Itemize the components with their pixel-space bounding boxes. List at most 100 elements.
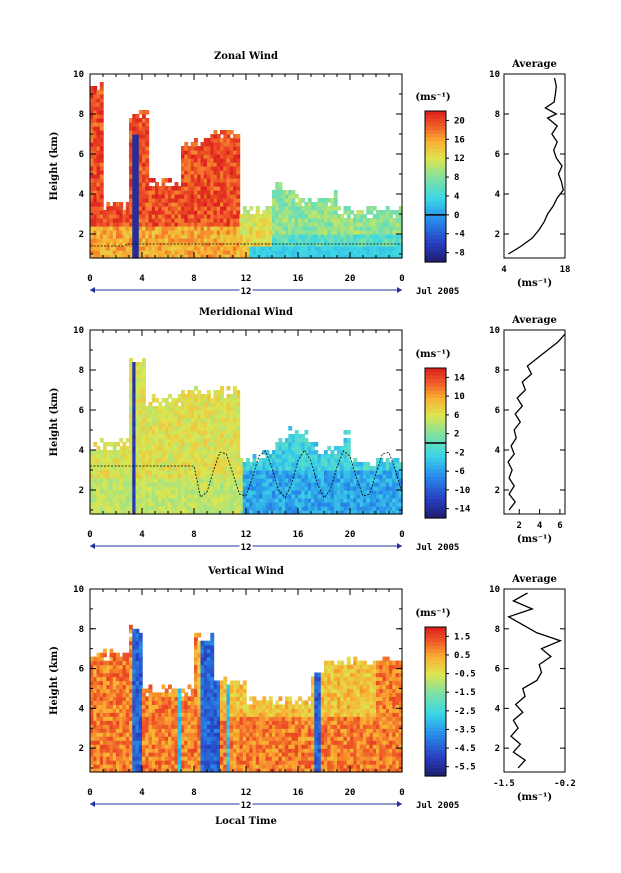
heatmap-cell [151, 446, 156, 451]
heatmap-cell [187, 226, 192, 231]
heatmap-cell [177, 426, 182, 431]
heatmap-cell [106, 720, 111, 725]
heatmap-cell [294, 206, 299, 211]
heatmap-cell [116, 470, 120, 475]
heatmap-cell [148, 478, 153, 483]
heatmap-cell [103, 684, 107, 690]
heatmap-cell [181, 422, 185, 427]
heatmap-cell [135, 370, 140, 375]
heatmap-cell [138, 434, 143, 439]
heatmap-cell [291, 502, 296, 507]
heatmap-cell [255, 478, 260, 483]
heatmap-cell [96, 748, 101, 753]
heatmap-cell [223, 458, 228, 463]
heatmap-cell [129, 510, 133, 515]
heatmap-cell [142, 154, 146, 159]
heatmap-cell [109, 696, 114, 701]
heatmap-cell [301, 486, 306, 491]
heatmap-cell [119, 656, 124, 662]
heatmap-cell [148, 222, 153, 227]
heatmap-cell [216, 474, 221, 479]
heatmap-cell [265, 458, 270, 463]
heatmap-cell [210, 426, 215, 431]
heatmap-cell [372, 230, 377, 235]
heatmap-cell [135, 716, 140, 721]
heatmap-cell [229, 130, 234, 135]
heatmap-cell [281, 190, 286, 195]
heatmap-cell [103, 502, 107, 507]
heatmap-cell [93, 182, 98, 187]
heatmap-cell [96, 230, 101, 235]
heatmap-cell [210, 234, 215, 239]
heatmap-cell [333, 490, 338, 495]
heatmap-cell [151, 190, 156, 195]
heatmap-cell [112, 672, 117, 678]
heatmap-cell [194, 502, 198, 507]
heatmap-cell [93, 178, 98, 183]
heatmap-cell [138, 398, 143, 403]
heatmap-cell [181, 218, 185, 223]
heatmap-cell [337, 218, 341, 223]
heatmap-cell [96, 102, 101, 107]
colorbar-segment [425, 167, 446, 172]
heatmap-cell [197, 462, 202, 467]
heatmap-cell [337, 482, 341, 487]
heatmap-cell [216, 402, 221, 407]
heatmap-cell [190, 458, 195, 463]
heatmap-cell [109, 680, 114, 686]
heatmap-cell [155, 502, 159, 507]
heatmap-cell [129, 700, 133, 705]
heatmap-cell [389, 210, 393, 215]
colorbar-segment [425, 401, 446, 407]
average-y-tick-label: 10 [489, 70, 500, 80]
heatmap-cell [190, 246, 195, 251]
heatmap-cell [210, 486, 215, 491]
colorbar-segment [425, 254, 446, 259]
heatmap-cell [197, 190, 202, 195]
heatmap-cell [197, 454, 202, 459]
heatmap-cell [184, 194, 189, 199]
heatmap-cell [90, 178, 94, 183]
heatmap-cell [129, 394, 133, 399]
heatmap-cell [236, 506, 241, 511]
heatmap-cell [317, 498, 322, 503]
heatmap-cell [177, 418, 182, 423]
heatmap-cell [213, 242, 218, 247]
heatmap-cell [262, 238, 267, 243]
heatmap-cell [138, 486, 143, 491]
heatmap-cell [142, 708, 146, 713]
heatmap-cell [236, 250, 241, 255]
heatmap-cell [99, 668, 104, 674]
heatmap-cell [116, 210, 120, 215]
x-tick-label: 16 [293, 530, 304, 540]
heatmap-cell [129, 720, 133, 725]
heatmap-cell [90, 494, 94, 499]
heatmap-cell [249, 246, 254, 251]
heatmap-cell [255, 214, 260, 219]
heatmap-cell [239, 482, 244, 487]
heatmap-cell [268, 210, 273, 215]
heatmap-cell [138, 186, 143, 191]
heatmap-cell [366, 222, 371, 227]
heatmap-cell [190, 454, 195, 459]
heatmap-cell [119, 704, 124, 709]
heatmap-cell [207, 446, 211, 451]
heatmap-cell [259, 510, 263, 515]
heatmap-cell [177, 242, 182, 247]
heatmap-cell [184, 210, 189, 215]
heatmap-cell [320, 486, 325, 491]
heatmap-cell [96, 446, 101, 451]
colorbar-segment [425, 205, 446, 210]
heatmap-cell [288, 470, 293, 475]
heatmap-cell [122, 450, 127, 455]
heatmap-cell [109, 740, 114, 745]
heatmap-cell [151, 502, 156, 507]
heatmap-cell [129, 138, 133, 143]
heatmap-cell [320, 462, 325, 467]
heatmap-cell [200, 150, 205, 155]
heatmap-cell [220, 490, 224, 495]
heatmap-cell [184, 506, 189, 511]
heatmap-cell [142, 502, 146, 507]
colorbar-segment [425, 148, 446, 154]
heatmap-cell [181, 150, 185, 155]
